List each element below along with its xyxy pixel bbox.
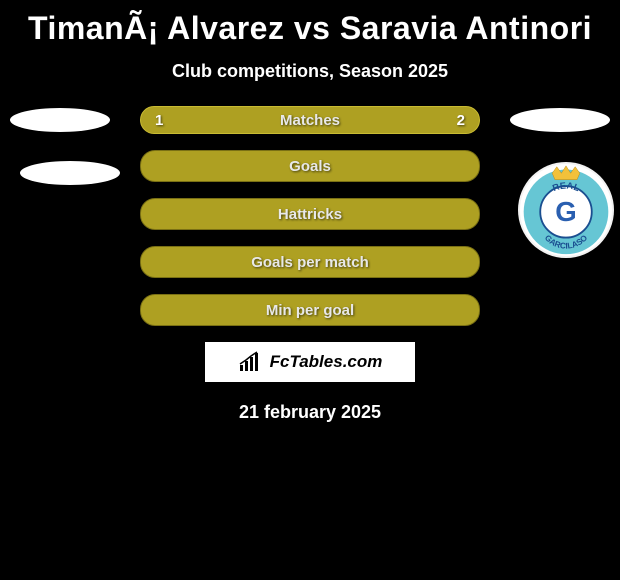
- player-left-badge-2: [20, 161, 120, 185]
- stat-bar-mpg: Min per goal: [140, 294, 480, 326]
- comparison-stage: G REAL GARCILASO 1 Matches 2 Goals Hattr…: [0, 106, 620, 423]
- player-right-badge-1: [510, 108, 610, 132]
- goals-label: Goals: [289, 158, 331, 175]
- svg-text:G: G: [555, 196, 576, 227]
- fctables-logo-icon: [238, 351, 264, 373]
- branding-text: FcTables.com: [270, 352, 383, 372]
- matches-label: Matches: [141, 112, 479, 129]
- stat-bar-gpm: Goals per match: [140, 246, 480, 278]
- branding-box: FcTables.com: [205, 342, 415, 382]
- club-crest-icon: G REAL GARCILASO: [520, 164, 612, 256]
- stat-bar-hattricks: Hattricks: [140, 198, 480, 230]
- stat-bar-goals: Goals: [140, 150, 480, 182]
- page-title: TimanÃ¡ Alvarez vs Saravia Antinori: [0, 0, 620, 47]
- page-subtitle: Club competitions, Season 2025: [0, 61, 620, 82]
- gpm-label: Goals per match: [251, 254, 369, 271]
- mpg-label: Min per goal: [266, 302, 354, 319]
- hattricks-label: Hattricks: [278, 206, 342, 223]
- club-badge-right: G REAL GARCILASO: [518, 162, 614, 258]
- stat-bar-matches: 1 Matches 2: [140, 106, 480, 134]
- stat-bars: 1 Matches 2 Goals Hattricks Goals per ma…: [140, 106, 480, 326]
- date-text: 21 february 2025: [0, 402, 620, 423]
- player-left-badge-1: [10, 108, 110, 132]
